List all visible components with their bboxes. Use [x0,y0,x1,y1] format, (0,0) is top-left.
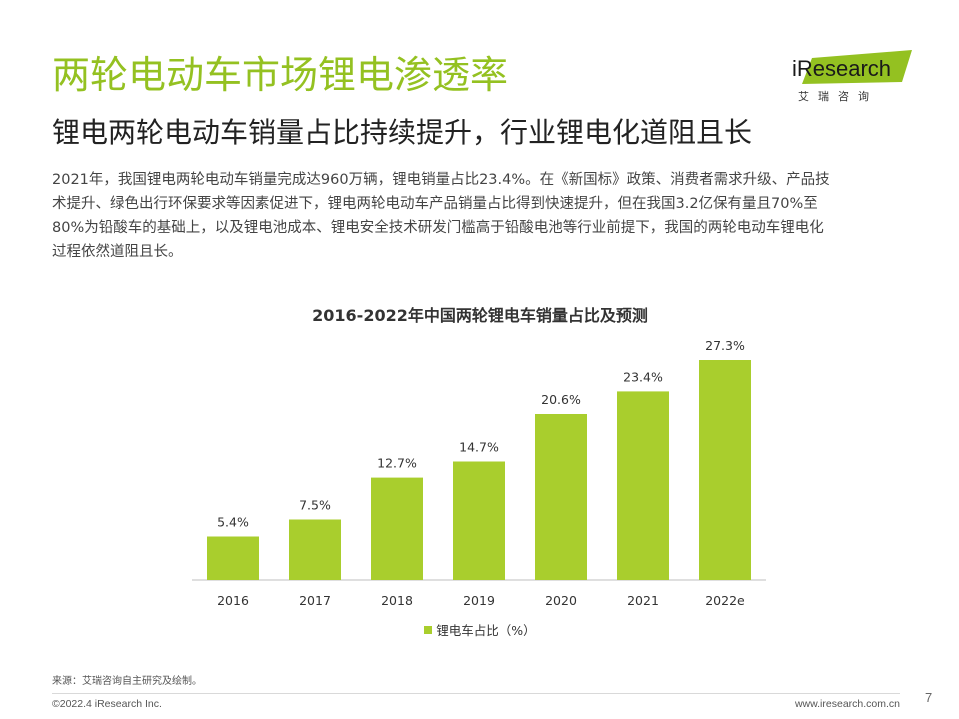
chart-title: 2016-2022年中国两轮锂电车销量占比及预测 [312,306,648,325]
legend-label: 锂电车占比（%） [436,623,536,638]
data-label-2020: 20.6% [541,392,581,407]
iresearch-logo: iResearch 艾瑞咨询 [790,46,920,108]
logo-leaf-icon [793,50,912,84]
bar-2021 [617,391,669,580]
data-label-2017: 7.5% [299,498,331,513]
intro-line: 80%为铅酸车的基础上，以及锂电池成本、锂电安全技术研发门槛高于铅酸电池等行业前… [52,220,824,236]
logo-cn-text: 艾瑞咨询 [798,90,878,103]
bar-2018 [371,477,423,580]
x-tick-2018: 2018 [381,593,413,608]
bar-2017 [289,519,341,580]
website-link[interactable]: www.iresearch.com.cn [794,698,900,710]
data-label-2021: 23.4% [623,369,663,384]
bar-2020 [535,414,587,580]
x-tick-2022e: 2022e [705,593,745,608]
footer-divider [52,693,900,694]
x-tick-2016: 2016 [217,593,249,608]
data-label-2016: 5.4% [217,515,249,530]
legend-swatch [424,626,433,634]
chart-legend: 锂电车占比（%） [400,620,560,639]
copyright-text: ©2022.4 iResearch Inc. [52,698,162,710]
x-tick-2019: 2019 [463,593,495,608]
bar-2019 [453,461,505,580]
page-title: 两轮电动车市场锂电渗透率 [52,53,509,97]
intro-line: 2021年，我国锂电两轮电动车销量完成达960万辆，锂电销量占比23.4%。在《… [52,172,830,188]
x-tick-2017: 2017 [299,593,331,608]
intro-line: 过程依然道阻且长。 [52,244,183,260]
intro-line: 术提升、绿色出行环保要求等因素促进下，锂电两轮电动车产品销量占比得到快速提升，但… [52,196,818,212]
intro-paragraph: 2021年，我国锂电两轮电动车销量完成达960万辆，锂电销量占比23.4%。在《… [52,168,912,264]
bar-2016 [207,536,259,580]
data-label-2022e: 27.3% [705,338,745,353]
page-subtitle: 锂电两轮电动车销量占比持续提升，行业锂电化道阻且长 [52,116,753,149]
bar-2022e [699,360,751,580]
logo-brand-text: iResearch [792,56,892,81]
source-note: 来源：艾瑞咨询自主研究及绘制。 [52,676,202,687]
data-label-2018: 12.7% [377,456,417,471]
data-label-2019: 14.7% [459,440,499,455]
page-number: 7 [925,690,933,705]
x-tick-2020: 2020 [545,593,577,608]
x-tick-2021: 2021 [627,593,659,608]
